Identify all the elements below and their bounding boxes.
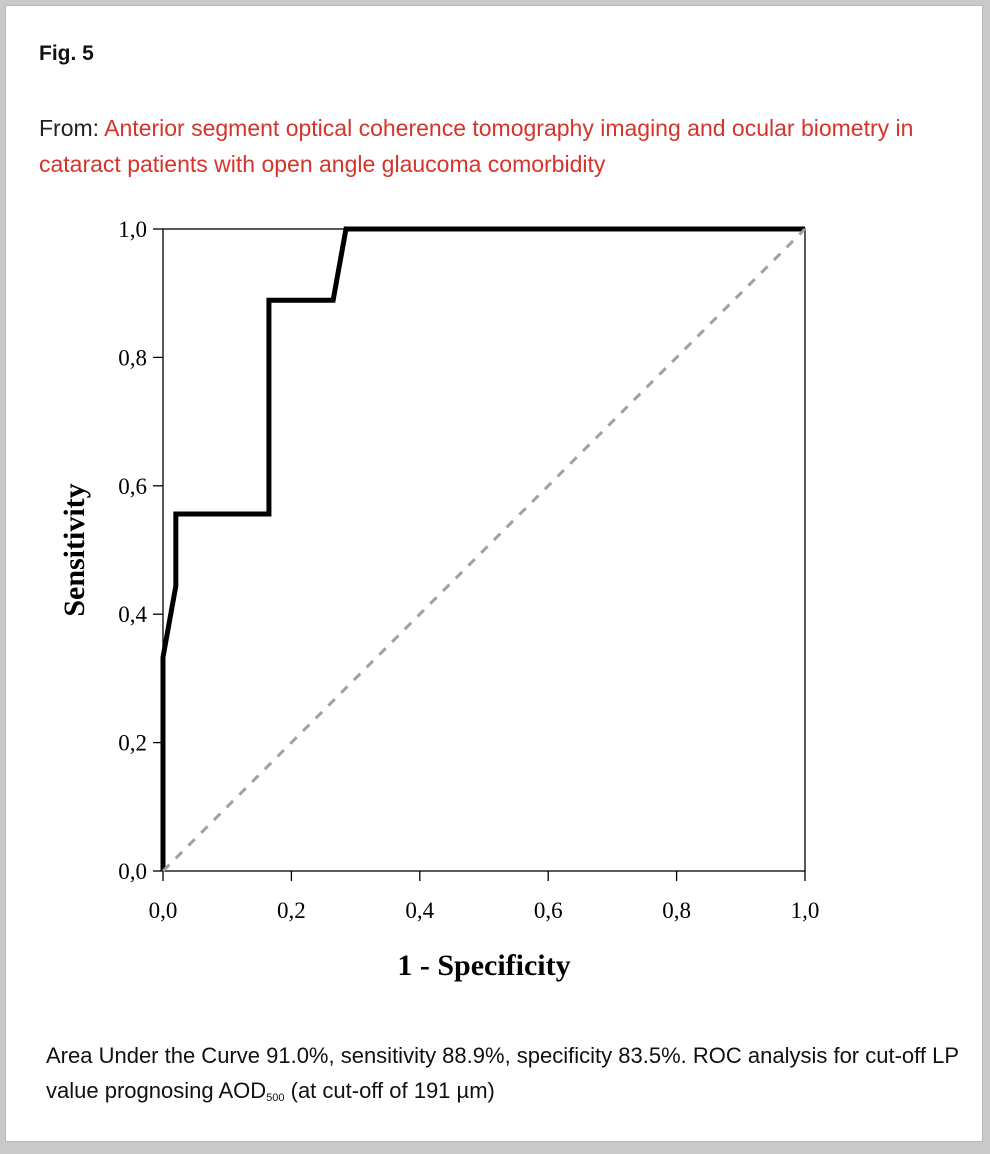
- caption-subscript: 500: [266, 1092, 285, 1104]
- y-tick-label: 0,2: [118, 731, 147, 756]
- y-tick-label: 0,4: [118, 602, 147, 627]
- y-tick-label: 1,0: [118, 217, 147, 242]
- reference-diagonal-line: [161, 227, 807, 873]
- y-axis-label: Sensitivity: [58, 483, 91, 616]
- figure-label: Fig. 5: [39, 42, 94, 65]
- x-tick-label: 0,2: [277, 898, 306, 923]
- caption-text-end: (at cut-off of 191 µm): [284, 1078, 495, 1103]
- x-tick-label: 1,0: [791, 898, 820, 923]
- x-tick-label: 0,0: [149, 898, 178, 923]
- figure-caption: Area Under the Curve 91.0%, sensitivity …: [46, 1038, 966, 1116]
- y-tick-label: 0,0: [118, 859, 147, 884]
- caption-text: Area Under the Curve 91.0%, sensitivity …: [46, 1043, 959, 1103]
- x-axis-label: 1 - Specificity: [397, 949, 570, 982]
- x-tick-label: 0,6: [534, 898, 563, 923]
- roc-curve: [160, 226, 805, 871]
- y-tick-label: 0,6: [118, 474, 147, 499]
- source-article-link[interactable]: Anterior segment optical coherence tomog…: [39, 115, 914, 177]
- x-tick-label: 0,8: [662, 898, 691, 923]
- source-line: From: Anterior segment optical coherence…: [39, 110, 939, 182]
- figure-frame: [5, 5, 983, 1142]
- source-prefix: From:: [39, 115, 105, 141]
- x-tick-label: 0,4: [405, 898, 434, 923]
- y-tick-label: 0,8: [118, 345, 147, 370]
